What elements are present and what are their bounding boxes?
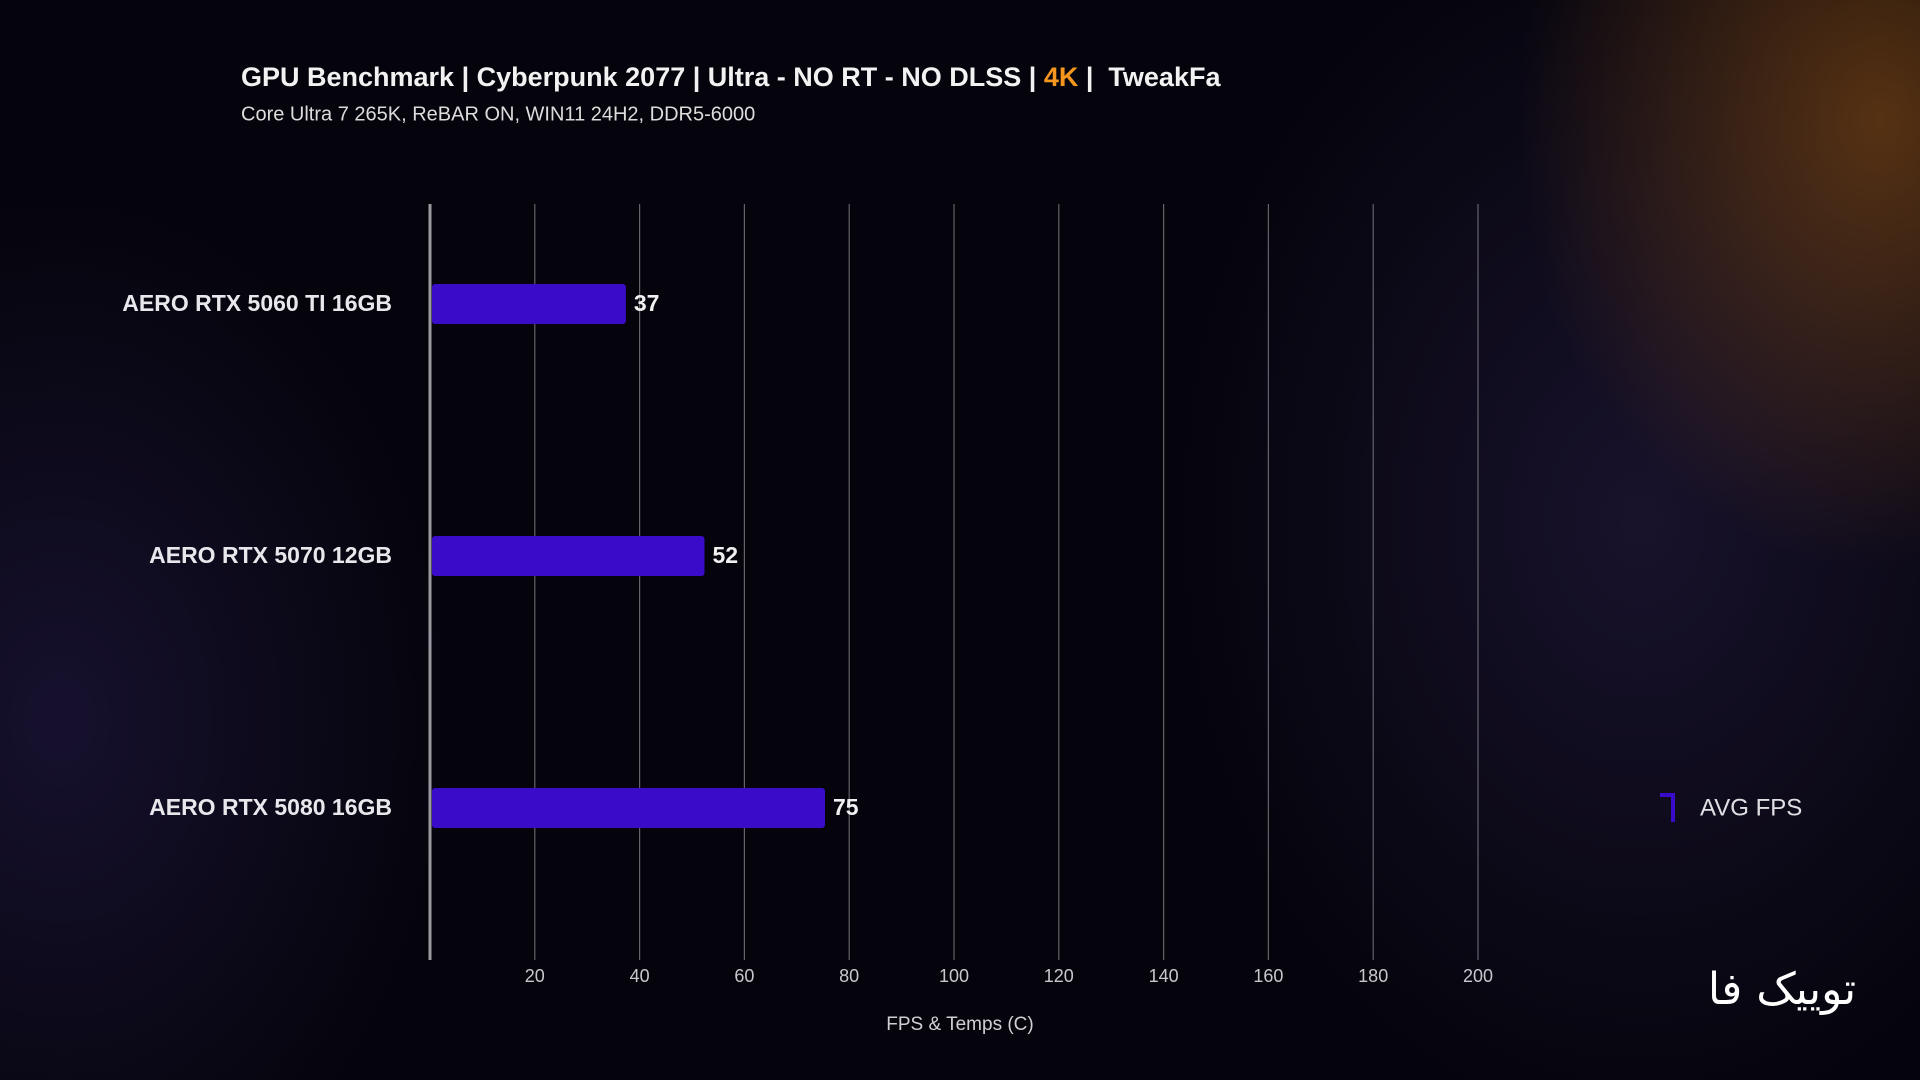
legend-swatch [1660, 793, 1675, 822]
logo: توییک فا [1708, 964, 1856, 1015]
x-tick-label: 180 [1358, 966, 1388, 986]
x-tick-label: 200 [1463, 966, 1493, 986]
y-tick-label: AERO RTX 5060 TI 16GB [122, 290, 392, 316]
x-tick-label: 120 [1044, 966, 1074, 986]
y-tick-label: AERO RTX 5070 12GB [149, 542, 392, 568]
bar [432, 788, 825, 828]
x-tick-label: 60 [734, 966, 754, 986]
x-tick-label: 140 [1149, 966, 1179, 986]
x-axis-title: FPS & Temps (C) [886, 1014, 1033, 1035]
value-label: 37 [634, 290, 660, 316]
x-tick-label: 160 [1253, 966, 1283, 986]
title-part: 4K [1044, 62, 1079, 92]
chart-title: GPU Benchmark | Cyberpunk 2077 | Ultra -… [241, 62, 1221, 92]
bar [432, 536, 705, 576]
x-tick-label: 100 [939, 966, 969, 986]
title-part: | TweakFa [1078, 62, 1221, 92]
x-tick-label: 80 [839, 966, 859, 986]
chart-subtitle: Core Ultra 7 265K, ReBAR ON, WIN11 24H2,… [241, 103, 755, 125]
x-tick-label: 20 [525, 966, 545, 986]
legend-label: AVG FPS [1700, 794, 1802, 821]
title-part: GPU Benchmark | Cyberpunk 2077 | Ultra -… [241, 62, 1044, 92]
x-tick-label: 40 [630, 966, 650, 986]
value-label: 75 [833, 794, 859, 820]
y-tick-label: AERO RTX 5080 16GB [149, 794, 392, 820]
value-label: 52 [712, 542, 738, 568]
bar [432, 284, 626, 324]
